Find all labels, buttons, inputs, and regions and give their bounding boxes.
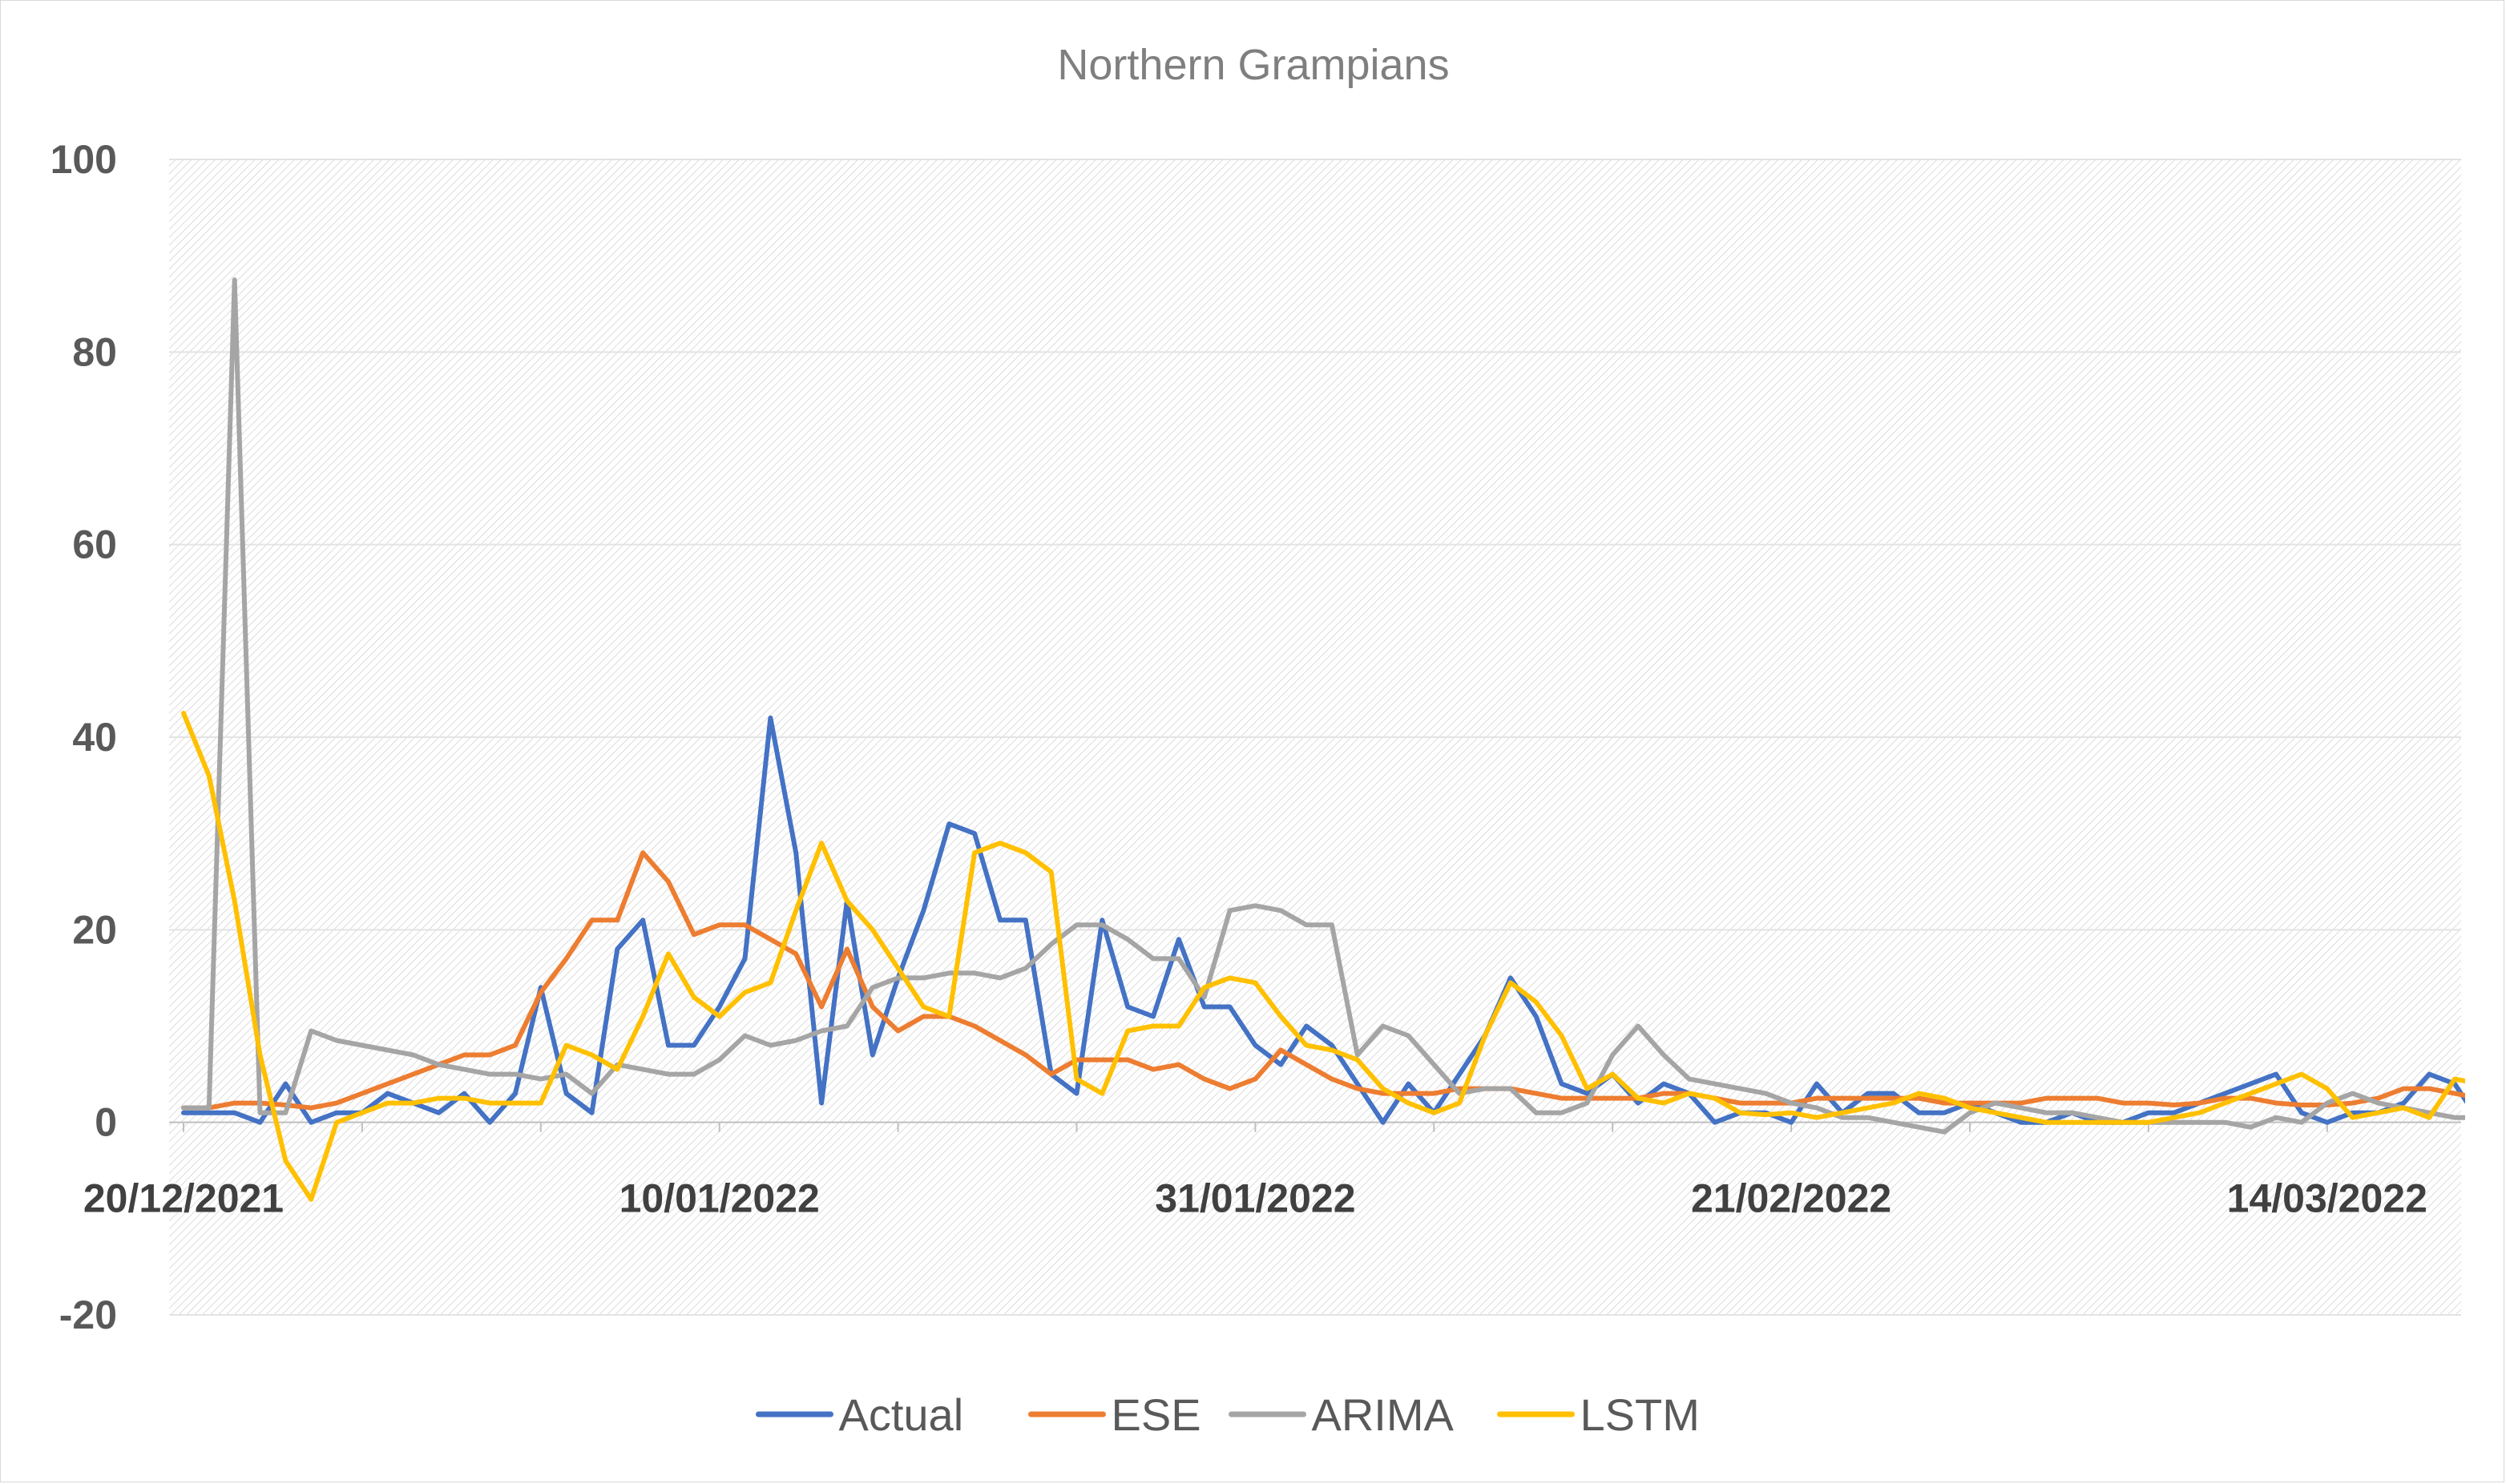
legend-item-lstm: LSTM <box>1497 1389 1700 1440</box>
y-axis-tick-labels: 100 80 60 40 20 0 -20 <box>50 137 117 1337</box>
x-axis-tick-marks <box>183 1122 2328 1132</box>
y-tick-label: 60 <box>72 522 117 567</box>
y-tick-label: -20 <box>59 1292 117 1337</box>
legend-label: ARIMA <box>1312 1389 1455 1440</box>
legend-item-arima: ARIMA <box>1229 1389 1455 1440</box>
series-line-ese <box>181 850 2465 1111</box>
x-tick-label: 10/01/2022 <box>619 1176 820 1221</box>
y-tick-label: 80 <box>72 329 117 374</box>
y-tick-label: 100 <box>50 137 117 182</box>
legend: Actual ESE ARIMA LSTM <box>756 1389 1700 1440</box>
legend-item-ese: ESE <box>1028 1389 1201 1440</box>
chart-title: Northern Grampians <box>1057 41 1449 89</box>
x-tick-label: 20/12/2021 <box>83 1176 284 1221</box>
series-lines <box>181 277 2465 1202</box>
x-tick-label: 14/03/2022 <box>2227 1176 2427 1221</box>
x-tick-label: 21/02/2022 <box>1691 1176 1891 1221</box>
y-tick-label: 40 <box>72 715 117 760</box>
y-tick-label: 20 <box>72 907 117 952</box>
legend-item-actual: Actual <box>756 1389 964 1440</box>
legend-label: Actual <box>839 1389 964 1440</box>
y-tick-label: 0 <box>95 1100 117 1145</box>
x-tick-label: 31/01/2022 <box>1155 1176 1355 1221</box>
legend-label: LSTM <box>1580 1389 1700 1440</box>
series-line-lstm <box>181 711 2465 1202</box>
grid-lines <box>169 159 2461 1316</box>
legend-label: ESE <box>1112 1389 1201 1440</box>
x-axis-tick-labels: 20/12/2021 10/01/2022 31/01/2022 21/02/2022… <box>83 1176 2427 1221</box>
